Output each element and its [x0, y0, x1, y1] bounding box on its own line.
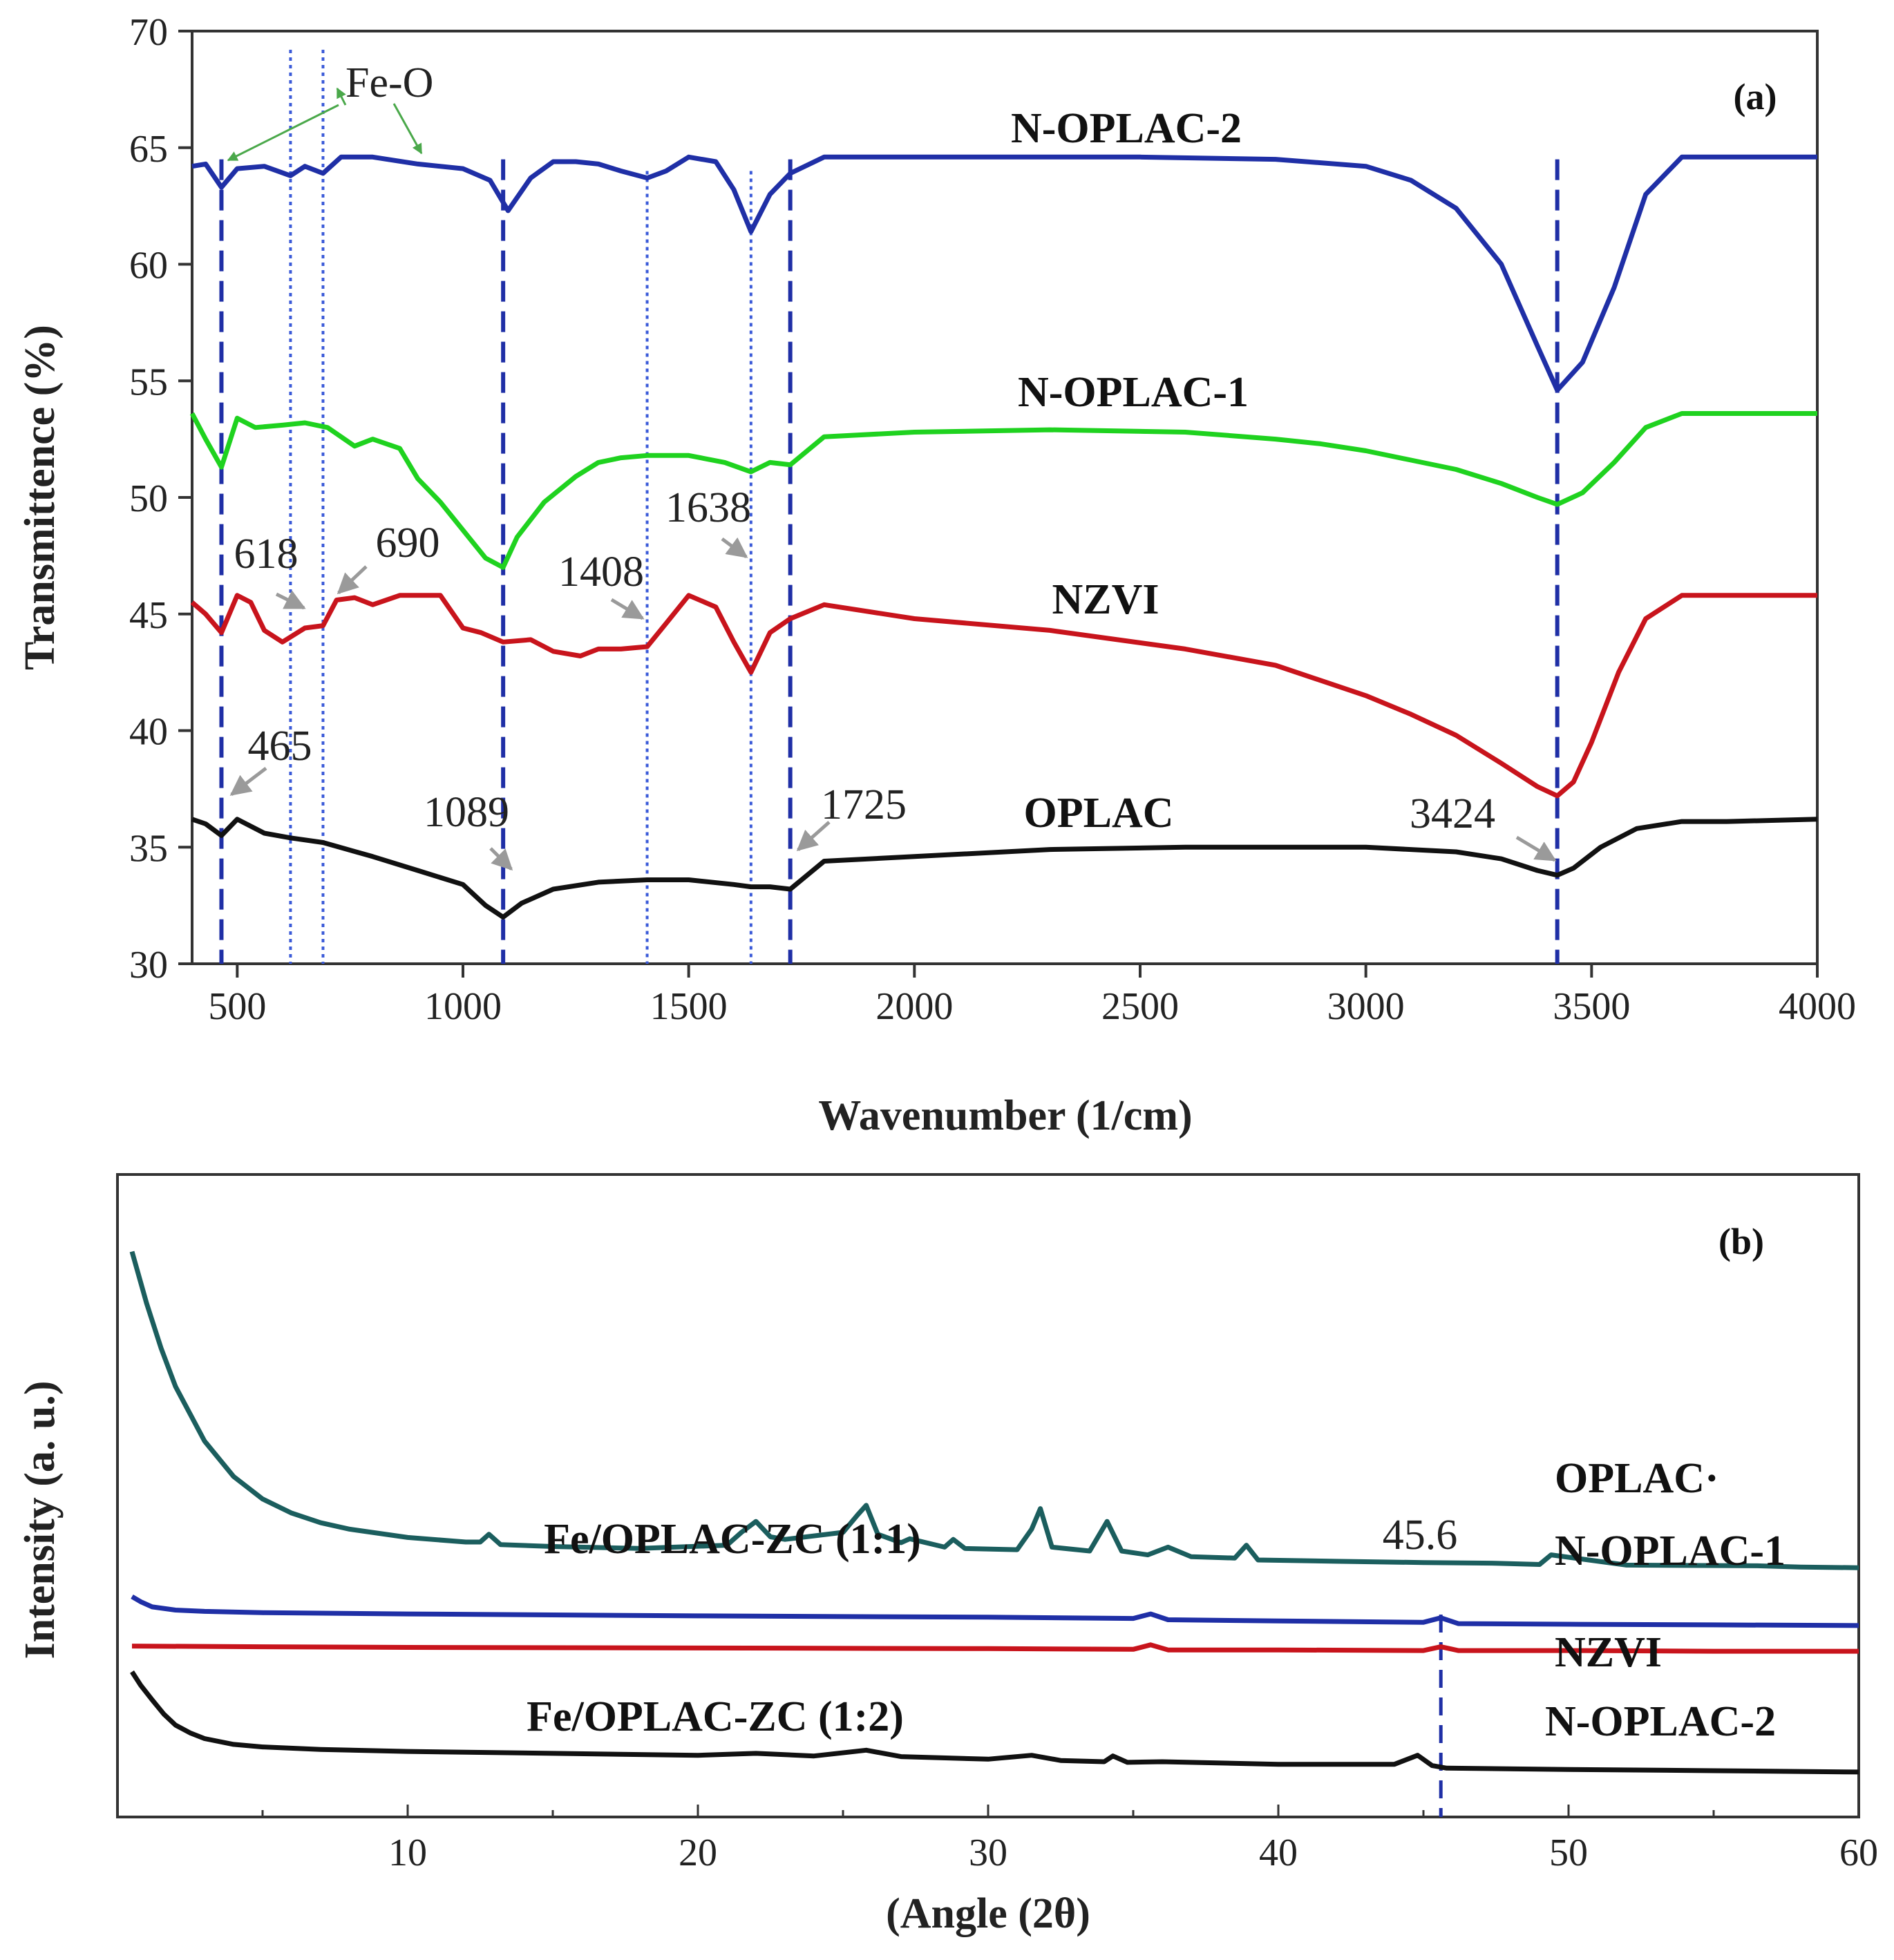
- series-line-n-oplac-1: [189, 411, 1817, 570]
- x-tick-label-1000: 1000: [424, 985, 502, 1028]
- y-tick-label-65: 65: [129, 128, 168, 171]
- peak-arrow-2: [337, 565, 368, 595]
- peak-arrow-3: [489, 847, 513, 871]
- xrd-series-label-n-oplac-1: N-OPLAC-1: [1555, 1528, 1786, 1574]
- xrd-chart: 10 20 30 40 50 60 (b) OPLAC· N-OPLAC-1 NZVI N…: [17, 1173, 1878, 1937]
- ftir-x-axis-label: Wavenumber (1/cm): [818, 1092, 1192, 1139]
- fe-o-arrow-2: [392, 103, 423, 155]
- xrd-x-tick-label-50: 50: [1549, 1831, 1588, 1874]
- panel-label-b: (b): [1718, 1221, 1764, 1262]
- xrd-series-line-oplac: [129, 1250, 1859, 1570]
- peak-label-1408: 1408: [558, 549, 644, 596]
- x-tick-label-1500: 1500: [650, 985, 728, 1028]
- y-tick-label-50: 50: [129, 477, 168, 520]
- series-label-nzvi: NZVI: [1052, 576, 1159, 623]
- peak-label-618: 618: [234, 531, 299, 578]
- peak-arrow-5: [721, 537, 748, 559]
- peak-arrow-7: [1515, 835, 1557, 862]
- series-label-n-oplac-2: N-OPLAC-2: [1011, 105, 1242, 152]
- ftir-y-axis-label: Transmittence (%): [17, 325, 64, 670]
- peak-arrow-1: [275, 590, 306, 610]
- xrd-series-label-nzvi: NZVI: [1555, 1629, 1662, 1676]
- xrd-series-line-n-oplac-2: [130, 1670, 1859, 1775]
- xrd-x-axis-label: (Angle (2θ): [886, 1890, 1090, 1937]
- series-label-n-oplac-1: N-OPLAC-1: [1018, 369, 1249, 416]
- annotation-fe-oplac-zc-1-2: Fe/OPLAC-ZC (1:2): [527, 1693, 904, 1740]
- y-tick-label-35: 35: [129, 827, 168, 870]
- xrd-series-line-nzvi: [131, 1642, 1859, 1654]
- series-line-oplac: [191, 817, 1818, 920]
- xrd-series-label-oplac: OPLAC·: [1555, 1455, 1719, 1502]
- y-tick-label-40: 40: [129, 711, 168, 754]
- annotation-fe-oplac-zc-1-1: Fe/OPLAC-ZC (1:1): [544, 1516, 921, 1563]
- y-tick-label-30: 30: [129, 944, 168, 987]
- xrd-series-label-n-oplac-2: N-OPLAC-2: [1545, 1698, 1776, 1745]
- xrd-x-tick-label-40: 40: [1259, 1831, 1298, 1874]
- peak-arrow-0: [229, 767, 267, 796]
- peak-label-690: 690: [376, 520, 440, 567]
- fe-o-label: Fe-O: [345, 59, 433, 106]
- series-line-n-oplac-2: [191, 154, 1817, 393]
- xrd-x-tick-label-60: 60: [1839, 1831, 1878, 1874]
- xrd-x-tick-label-30: 30: [969, 1831, 1007, 1874]
- x-tick-label-2500: 2500: [1101, 985, 1179, 1028]
- fe-o-arrow-0: [227, 104, 339, 162]
- x-tick-label-2000: 2000: [875, 985, 953, 1028]
- xrd-x-tick-label-10: 10: [388, 1831, 427, 1874]
- peak-arrow-6: [796, 821, 831, 851]
- peak-label-465: 465: [248, 723, 312, 770]
- series-label-oplac: OPLAC: [1024, 790, 1174, 837]
- y-tick-label-70: 70: [129, 11, 168, 54]
- xrd-peak-label-45-6: 45.6: [1383, 1512, 1458, 1559]
- peak-label-3424: 3424: [1410, 790, 1495, 837]
- xrd-y-axis-label: Intensity (a. u.): [17, 1380, 64, 1659]
- peak-label-1089: 1089: [424, 789, 509, 836]
- peak-label-1725: 1725: [821, 781, 907, 828]
- x-tick-label-3000: 3000: [1327, 985, 1405, 1028]
- panel-label-a: (a): [1734, 76, 1777, 117]
- peak-label-1638: 1638: [665, 484, 751, 531]
- xrd-x-tick-label-20: 20: [679, 1831, 717, 1874]
- y-tick-label-60: 60: [129, 245, 168, 287]
- x-tick-label-500: 500: [208, 985, 266, 1028]
- xrd-series-line-n-oplac-1: [131, 1594, 1859, 1628]
- x-tick-label-4000: 4000: [1779, 985, 1856, 1028]
- ftir-chart: 500 1000 1500 2000 2500 3000 3500 4000 30 35 40 45 5…: [17, 11, 1856, 1139]
- peak-arrow-4: [610, 598, 645, 620]
- y-tick-label-45: 45: [129, 594, 168, 637]
- series-line-nzvi: [190, 593, 1817, 799]
- x-tick-label-3500: 3500: [1553, 985, 1630, 1028]
- y-tick-label-55: 55: [129, 361, 168, 403]
- fe-o-arrow-1: [336, 87, 347, 106]
